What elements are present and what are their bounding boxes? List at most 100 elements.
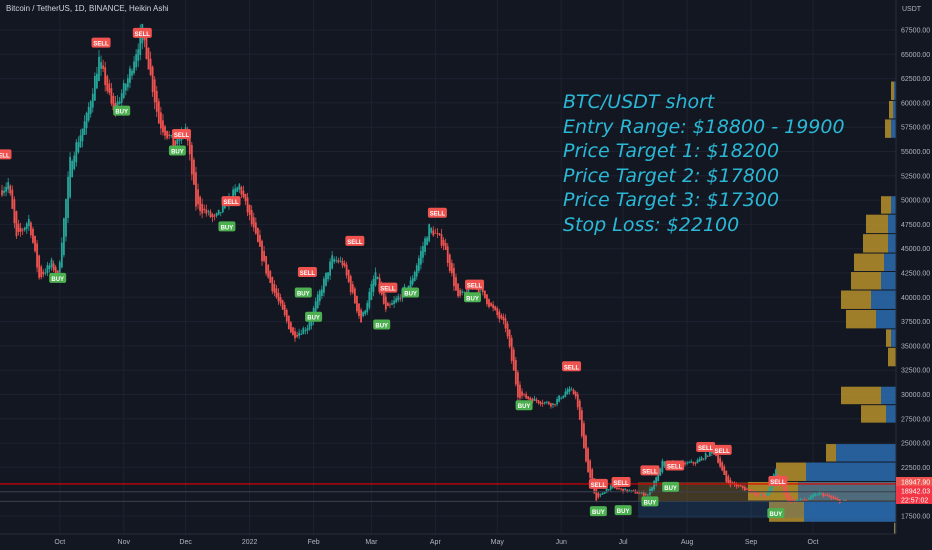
candle-body [131, 70, 133, 76]
candle-body [659, 468, 662, 476]
candle-body [201, 203, 204, 214]
candle-body [73, 155, 76, 170]
candle-body [343, 263, 346, 267]
marker-label: SELL [698, 446, 714, 452]
marker-label: BUY [51, 277, 64, 283]
candle-body [308, 322, 311, 330]
candle-body [244, 193, 247, 202]
candle-body [768, 487, 771, 495]
volume-profile-bar [841, 290, 871, 309]
marker-label: SELL [770, 480, 786, 486]
candle-body [525, 394, 528, 399]
candle-body [527, 396, 530, 400]
candle-body [432, 230, 435, 236]
candle-body [568, 388, 571, 392]
candle-body [339, 260, 342, 262]
y-tick-label: 45000.00 [901, 246, 930, 253]
candle-body [215, 213, 218, 217]
price-axis-bg [896, 0, 932, 550]
y-tick-label: 62500.00 [901, 76, 930, 83]
price-tag [896, 477, 932, 486]
candle-body [149, 58, 152, 75]
sell-marker [465, 279, 485, 290]
candle-body [155, 90, 158, 112]
candle-body [384, 296, 387, 310]
candle-body [453, 268, 455, 287]
marker-label: BUY [518, 404, 531, 410]
price-tag-label: 18942.03 [901, 488, 930, 495]
y-tick-label: 52500.00 [901, 173, 930, 180]
candle-body [810, 495, 812, 500]
candle-body [607, 489, 610, 491]
candle-body [81, 128, 84, 142]
candle-body [11, 189, 14, 209]
candle-body [789, 496, 792, 503]
candle-body [32, 228, 34, 243]
candle-body [304, 330, 307, 332]
price-axis: USDT17500.0020000.0022500.0025000.002750… [895, 0, 932, 550]
candle-body [356, 295, 358, 312]
candle-body [263, 250, 265, 262]
candle-body [587, 448, 589, 473]
annotation-line-pair: BTC/USDT short [563, 91, 715, 113]
candle-body [636, 492, 639, 494]
candle-body [91, 93, 94, 108]
x-tick-label: Apr [430, 539, 442, 546]
candle-body [345, 264, 348, 276]
sell-marker [132, 27, 152, 38]
candle-body [267, 264, 270, 278]
marker-label: BUY [592, 510, 605, 516]
candle-body [642, 492, 645, 496]
marker-label: BUY [664, 486, 677, 492]
candle-body [640, 491, 643, 493]
candle-body [197, 189, 199, 205]
time-axis-bg [0, 534, 896, 550]
candle-body [205, 209, 208, 214]
candle-body [351, 284, 354, 293]
candle-body [585, 435, 587, 462]
candle-body [323, 278, 325, 293]
candle-body [256, 228, 259, 242]
marker-label: SELL [0, 153, 10, 159]
candle-body [651, 487, 653, 492]
candle-body [756, 493, 759, 496]
candle-body [38, 255, 41, 278]
marker-label: SELL [223, 200, 239, 206]
candle-body [118, 101, 121, 104]
candle-body [556, 399, 559, 405]
candle-body [696, 460, 699, 464]
candle-body [799, 498, 802, 501]
candle-body [463, 291, 466, 293]
candle-body [75, 142, 78, 163]
buy-marker [515, 400, 533, 411]
marker-label: SELL [467, 284, 483, 290]
candle-body [325, 272, 327, 286]
candle-body [71, 160, 74, 178]
marker-label: BUY [297, 291, 310, 297]
candle-body [85, 112, 88, 129]
candle-body [762, 494, 765, 497]
candle-body [358, 303, 360, 317]
volume-profile-bar [841, 386, 881, 405]
marker-label: SELL [430, 212, 446, 218]
candle-body [217, 209, 220, 215]
candle-body [616, 487, 618, 489]
candle-body [164, 126, 166, 136]
volume-profile-bar [891, 329, 896, 347]
candle-body [601, 493, 604, 495]
candle-body [702, 458, 705, 460]
candle-body [252, 217, 255, 228]
candle-body [67, 176, 69, 218]
candle-body [657, 470, 660, 482]
volume-profile-bar [881, 386, 896, 405]
candle-body [719, 458, 722, 467]
y-tick-label: 65000.00 [901, 52, 930, 59]
candle-body [628, 490, 631, 492]
candle-body [213, 215, 216, 217]
candle-body [834, 497, 837, 500]
candle-body [364, 310, 367, 315]
candle-body [754, 491, 757, 495]
candle-body [133, 61, 135, 74]
candle-body [129, 68, 131, 83]
